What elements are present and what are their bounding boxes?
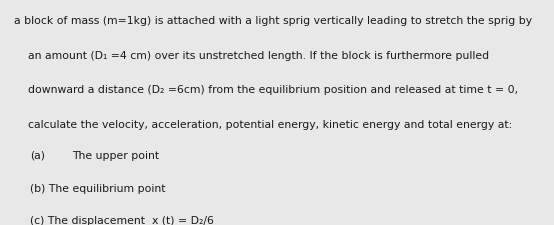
Text: downward a distance (D₂ =6cm) from the equilibrium position and released at time: downward a distance (D₂ =6cm) from the e… — [14, 86, 518, 95]
Text: (c) The displacement  x (t) = D₂/6: (c) The displacement x (t) = D₂/6 — [30, 216, 214, 225]
Text: (b) The equilibrium point: (b) The equilibrium point — [30, 184, 166, 194]
Text: a block of mass (m=1kg) is attached with a light sprig vertically leading to str: a block of mass (m=1kg) is attached with… — [14, 16, 532, 26]
Text: The upper point: The upper point — [72, 151, 159, 161]
Text: (a): (a) — [30, 151, 45, 161]
Text: an amount (D₁ =4 cm) over its unstretched length. If the block is furthermore pu: an amount (D₁ =4 cm) over its unstretche… — [14, 51, 489, 61]
Text: calculate the velocity, acceleration, potential energy, kinetic energy and total: calculate the velocity, acceleration, po… — [14, 120, 512, 130]
